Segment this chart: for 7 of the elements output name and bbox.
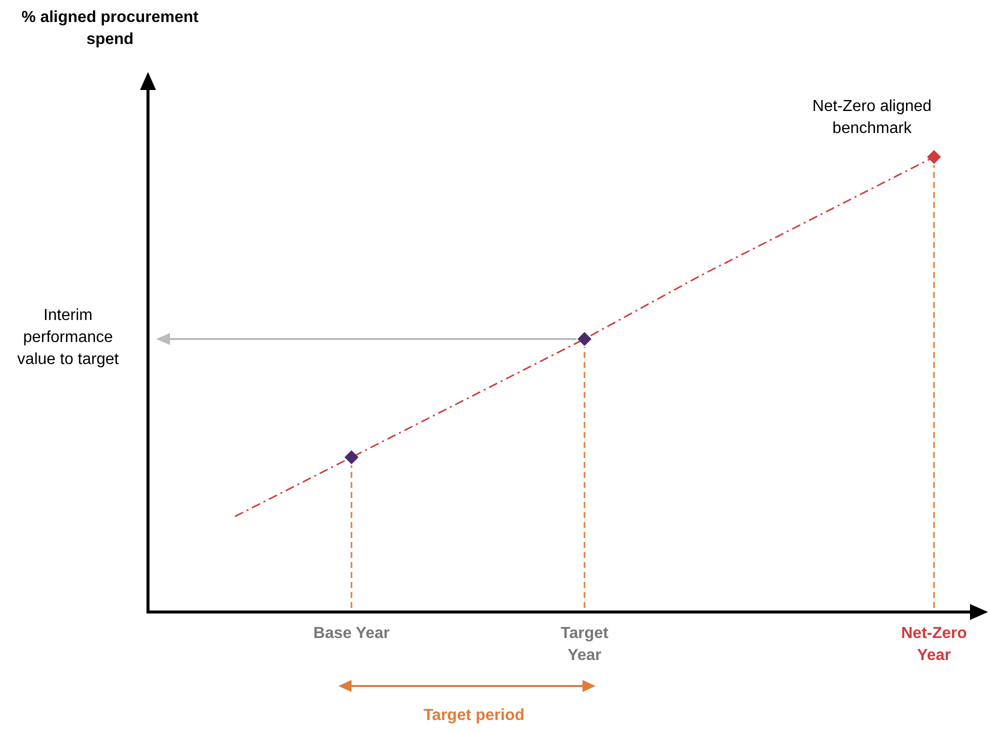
x-tick-label: Target Year — [560, 625, 610, 664]
x-tick-label: Base Year — [313, 625, 390, 642]
text: % aligned procurement spend — [22, 9, 200, 48]
x-tick-label: Net-Zero Year — [901, 625, 968, 664]
text: Interim performance value to target — [17, 307, 120, 368]
annotation: Net-Zero aligned benchmark — [812, 98, 932, 137]
text: Target period — [423, 707, 525, 724]
